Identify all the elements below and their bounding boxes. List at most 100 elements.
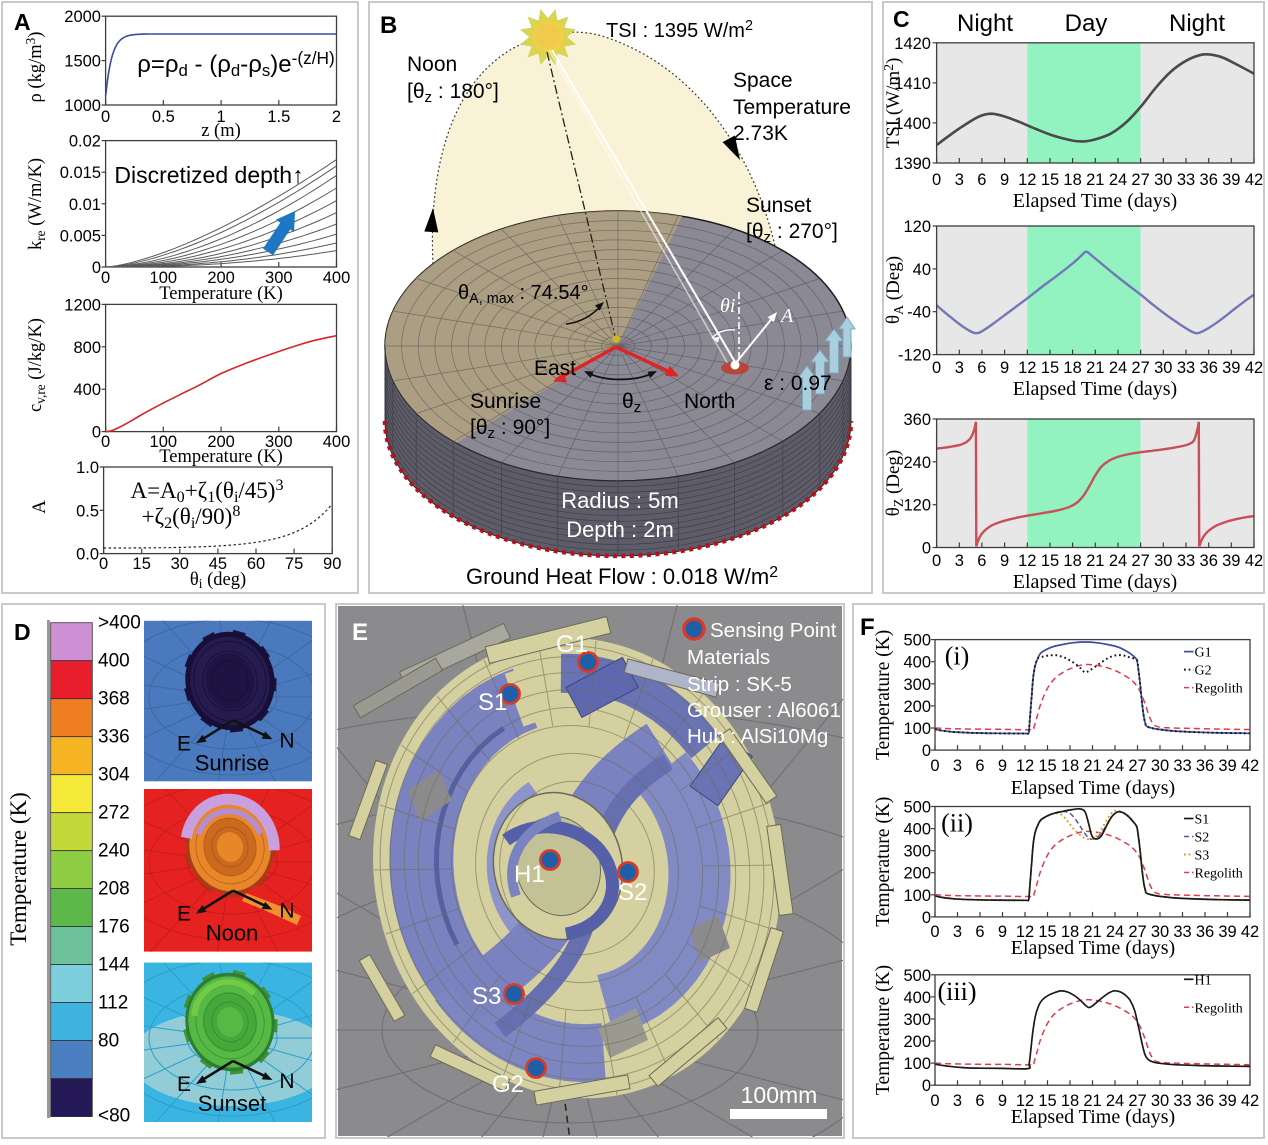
- svg-text:200: 200: [207, 433, 235, 451]
- svg-text:-120: -120: [898, 347, 931, 365]
- svg-text:120: 120: [903, 497, 931, 515]
- svg-text:36: 36: [1200, 171, 1218, 189]
- svg-text:North: North: [684, 390, 735, 413]
- svg-text:0: 0: [101, 108, 110, 126]
- svg-text:300: 300: [903, 843, 931, 861]
- svg-text:200: 200: [903, 1033, 931, 1051]
- svg-text:(iii): (iii): [938, 977, 977, 1006]
- svg-text:1400: 1400: [894, 115, 931, 133]
- svg-text:A: A: [14, 9, 31, 35]
- svg-text:24: 24: [1109, 359, 1127, 377]
- svg-text:36: 36: [1196, 923, 1214, 941]
- svg-text:S3: S3: [472, 983, 501, 1010]
- svg-text:42: 42: [1245, 171, 1263, 189]
- svg-text:12: 12: [1018, 171, 1036, 189]
- svg-text:S2: S2: [618, 879, 647, 906]
- svg-text:100mm: 100mm: [741, 1082, 818, 1108]
- svg-text:15: 15: [1038, 923, 1056, 941]
- svg-text:400: 400: [323, 433, 351, 451]
- svg-text:300: 300: [265, 269, 293, 287]
- svg-text:0: 0: [922, 909, 931, 927]
- svg-text:9: 9: [998, 923, 1007, 941]
- svg-text:36: 36: [1200, 552, 1218, 570]
- svg-text:3: 3: [955, 171, 964, 189]
- svg-text:2000: 2000: [64, 8, 101, 26]
- svg-text:N: N: [279, 900, 294, 923]
- svg-text:176: 176: [98, 917, 130, 938]
- svg-text:27: 27: [1131, 552, 1149, 570]
- svg-text:400: 400: [903, 821, 931, 839]
- svg-text:Elapsed Time (days): Elapsed Time (days): [1013, 378, 1177, 400]
- svg-text:9: 9: [998, 757, 1007, 775]
- svg-text:θz: θz: [622, 390, 641, 416]
- svg-text:2.73K: 2.73K: [733, 122, 788, 145]
- svg-text:G1: G1: [1195, 646, 1212, 661]
- svg-text:12: 12: [1016, 923, 1034, 941]
- svg-text:100: 100: [150, 269, 178, 287]
- svg-text:Temperature (K): Temperature (K): [873, 965, 894, 1095]
- svg-text:Noon: Noon: [407, 53, 457, 76]
- svg-text:304: 304: [98, 765, 130, 786]
- svg-text:Space: Space: [733, 69, 793, 92]
- svg-text:0: 0: [930, 923, 939, 941]
- svg-text:S3: S3: [1195, 849, 1210, 864]
- svg-text:1420: 1420: [894, 35, 931, 53]
- svg-text:400: 400: [323, 269, 351, 287]
- svg-text:368: 368: [98, 689, 130, 710]
- svg-text:E: E: [177, 732, 191, 755]
- svg-text:Sunrise: Sunrise: [470, 390, 541, 413]
- svg-text:Elapsed Time (days): Elapsed Time (days): [1013, 571, 1177, 593]
- svg-text:24: 24: [1106, 923, 1124, 941]
- svg-text:F: F: [860, 614, 875, 641]
- svg-text:[θz : 90°]: [θz : 90°]: [470, 416, 550, 442]
- svg-text:6: 6: [977, 359, 986, 377]
- svg-text:27: 27: [1128, 923, 1146, 941]
- svg-text:39: 39: [1222, 171, 1240, 189]
- svg-text:G1: G1: [556, 631, 588, 658]
- svg-text:27: 27: [1128, 757, 1146, 775]
- svg-text:24: 24: [1106, 757, 1124, 775]
- svg-text:18: 18: [1063, 552, 1081, 570]
- svg-text:300: 300: [265, 433, 293, 451]
- svg-text:60: 60: [247, 555, 265, 573]
- svg-text:ρ=ρd - (ρd-ρs)e-(z/H): ρ=ρd - (ρd-ρs)e-(z/H): [137, 48, 335, 80]
- svg-text:18: 18: [1061, 757, 1079, 775]
- svg-text:33: 33: [1177, 171, 1195, 189]
- svg-text:Depth : 2m: Depth : 2m: [566, 517, 674, 542]
- svg-text:0: 0: [930, 757, 939, 775]
- svg-text:Sunset: Sunset: [746, 194, 812, 217]
- svg-text:Temperature (K): Temperature (K): [873, 797, 894, 927]
- svg-text:500: 500: [903, 967, 931, 985]
- svg-text:36: 36: [1200, 359, 1218, 377]
- svg-text:Elapsed Time (days): Elapsed Time (days): [1013, 190, 1177, 212]
- svg-text:D: D: [14, 619, 31, 645]
- svg-text:S2: S2: [1195, 831, 1210, 846]
- svg-text:15: 15: [1038, 757, 1056, 775]
- svg-text:+ζ2(θi/90)8: +ζ2(θi/90)8: [142, 503, 241, 532]
- svg-text:21: 21: [1086, 552, 1104, 570]
- svg-text:30: 30: [171, 555, 189, 573]
- svg-text:144: 144: [98, 955, 130, 976]
- svg-text:S1: S1: [1195, 813, 1210, 828]
- svg-text:Sunrise: Sunrise: [195, 750, 270, 775]
- svg-text:240: 240: [903, 454, 931, 472]
- svg-text:39: 39: [1222, 359, 1240, 377]
- svg-text:112: 112: [98, 993, 128, 1014]
- svg-text:1410: 1410: [894, 75, 931, 93]
- svg-text:39: 39: [1218, 757, 1236, 775]
- svg-text:33: 33: [1177, 359, 1195, 377]
- svg-text:33: 33: [1173, 923, 1191, 941]
- svg-text:100: 100: [903, 887, 931, 905]
- svg-text:9: 9: [998, 1092, 1007, 1110]
- svg-text:G2: G2: [492, 1071, 524, 1098]
- svg-text:G2: G2: [1195, 664, 1212, 679]
- svg-text:3: 3: [955, 359, 964, 377]
- svg-text:Grouser : Al6061: Grouser : Al6061: [687, 699, 841, 722]
- svg-text:6: 6: [977, 552, 986, 570]
- svg-text:0.5: 0.5: [152, 108, 175, 126]
- svg-text:>400: >400: [98, 613, 141, 634]
- svg-text:12: 12: [1016, 1092, 1034, 1110]
- svg-text:18: 18: [1063, 359, 1081, 377]
- svg-text:12: 12: [1018, 552, 1036, 570]
- svg-text:21: 21: [1083, 1092, 1101, 1110]
